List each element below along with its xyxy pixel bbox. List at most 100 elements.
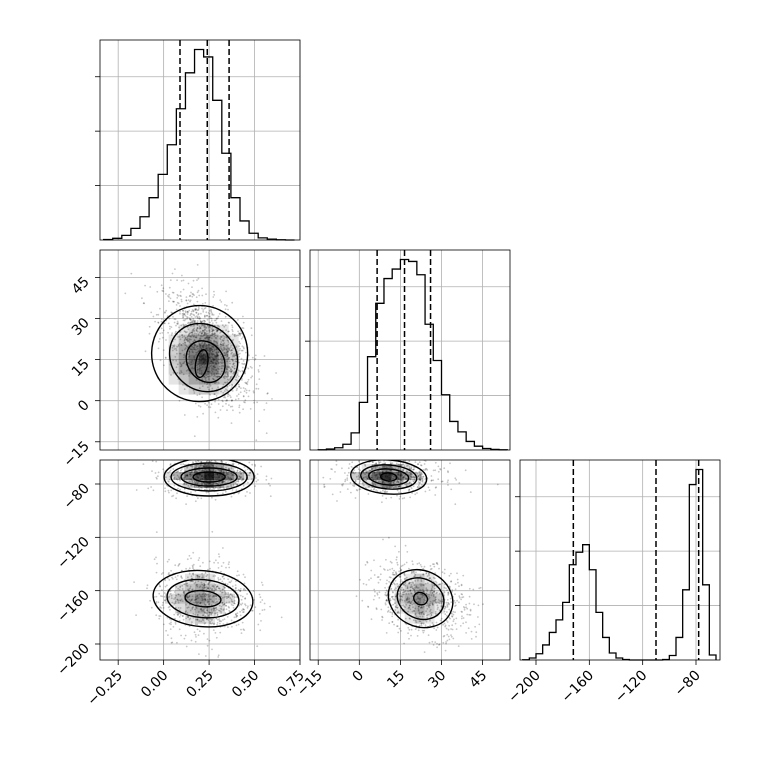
sample-point xyxy=(144,350,147,353)
sample-point xyxy=(364,465,367,467)
sample-point xyxy=(158,617,161,620)
sample-point xyxy=(252,390,255,392)
sample-point xyxy=(433,590,435,593)
sample-point xyxy=(463,607,466,609)
sample-point xyxy=(220,469,223,472)
sample-point xyxy=(482,603,484,606)
sample-point xyxy=(416,563,419,565)
sample-point xyxy=(177,593,180,596)
density-cell xyxy=(371,472,382,480)
sample-point xyxy=(413,479,416,481)
sample-point xyxy=(192,333,194,335)
sample-point xyxy=(183,637,186,640)
sample-point xyxy=(401,564,404,567)
sample-point xyxy=(381,615,383,618)
sample-point xyxy=(159,606,162,609)
sample-point xyxy=(193,320,196,323)
sample-point xyxy=(216,618,219,621)
density-cell xyxy=(185,593,195,604)
sample-point xyxy=(220,301,223,303)
sample-point xyxy=(169,592,172,595)
sample-point xyxy=(443,634,446,637)
sample-point xyxy=(463,608,466,611)
sample-point xyxy=(221,601,224,604)
sample-point xyxy=(207,406,210,408)
sample-point xyxy=(236,379,238,382)
sample-point xyxy=(393,623,395,626)
sample-point xyxy=(208,639,211,642)
sample-point xyxy=(196,597,199,600)
sample-point xyxy=(217,351,220,354)
sample-point xyxy=(190,471,192,474)
sample-point xyxy=(222,339,225,342)
sample-point xyxy=(372,598,375,601)
sample-point xyxy=(417,587,420,589)
sample-point xyxy=(213,364,216,367)
sample-point xyxy=(227,596,230,598)
sample-point xyxy=(422,468,425,471)
sample-point xyxy=(404,483,407,486)
sample-point xyxy=(422,573,425,576)
sample-point xyxy=(211,595,214,598)
sample-point xyxy=(434,572,437,575)
panel-frame xyxy=(99,249,301,451)
sample-point xyxy=(419,475,422,478)
sample-point xyxy=(173,318,176,320)
sample-point xyxy=(176,352,178,355)
sample-point xyxy=(197,289,200,292)
sample-point xyxy=(209,349,212,352)
sample-point xyxy=(194,348,197,351)
sample-point xyxy=(182,316,184,319)
sample-point xyxy=(235,483,238,486)
sample-point xyxy=(203,582,206,585)
sample-point xyxy=(168,317,171,320)
sample-point xyxy=(197,348,199,350)
sample-point xyxy=(465,621,467,624)
sample-point xyxy=(221,481,224,484)
sample-point xyxy=(208,611,211,614)
sample-point xyxy=(365,471,367,474)
sample-point xyxy=(205,376,208,379)
sample-point xyxy=(439,457,441,459)
sample-point xyxy=(209,595,212,597)
sample-point xyxy=(171,576,173,579)
histogram-outline xyxy=(522,468,717,661)
sample-point xyxy=(451,615,453,618)
sample-point xyxy=(386,598,388,601)
sample-point xyxy=(450,572,452,575)
sample-point xyxy=(194,500,197,503)
sample-point xyxy=(210,374,213,377)
sample-point xyxy=(280,616,283,619)
sample-point xyxy=(235,357,238,360)
sample-point xyxy=(406,598,408,601)
sample-point xyxy=(364,473,366,476)
sample-point xyxy=(162,287,165,290)
sample-point xyxy=(231,349,233,352)
sample-point xyxy=(433,590,436,593)
sample-point xyxy=(217,375,220,378)
density-cell xyxy=(188,334,199,345)
sample-point xyxy=(164,579,167,582)
sample-point xyxy=(437,606,439,609)
sample-point xyxy=(249,492,251,494)
sample-point xyxy=(186,336,189,339)
sample-point xyxy=(244,597,247,600)
sample-point xyxy=(432,623,435,626)
density-cell xyxy=(198,374,209,385)
sample-point xyxy=(405,576,408,579)
sample-point xyxy=(395,604,398,606)
sample-point xyxy=(229,362,231,365)
sample-point xyxy=(187,334,190,336)
sample-point xyxy=(386,579,388,582)
sample-point xyxy=(437,470,440,473)
sample-point xyxy=(221,480,224,483)
sample-point xyxy=(402,476,405,479)
sample-point xyxy=(188,471,191,474)
sample-point xyxy=(196,369,199,372)
sample-point xyxy=(180,463,182,466)
sample-point xyxy=(195,598,197,601)
sample-point xyxy=(180,344,183,346)
sample-point xyxy=(215,636,218,639)
sample-point xyxy=(195,606,198,608)
sample-point xyxy=(368,485,371,488)
